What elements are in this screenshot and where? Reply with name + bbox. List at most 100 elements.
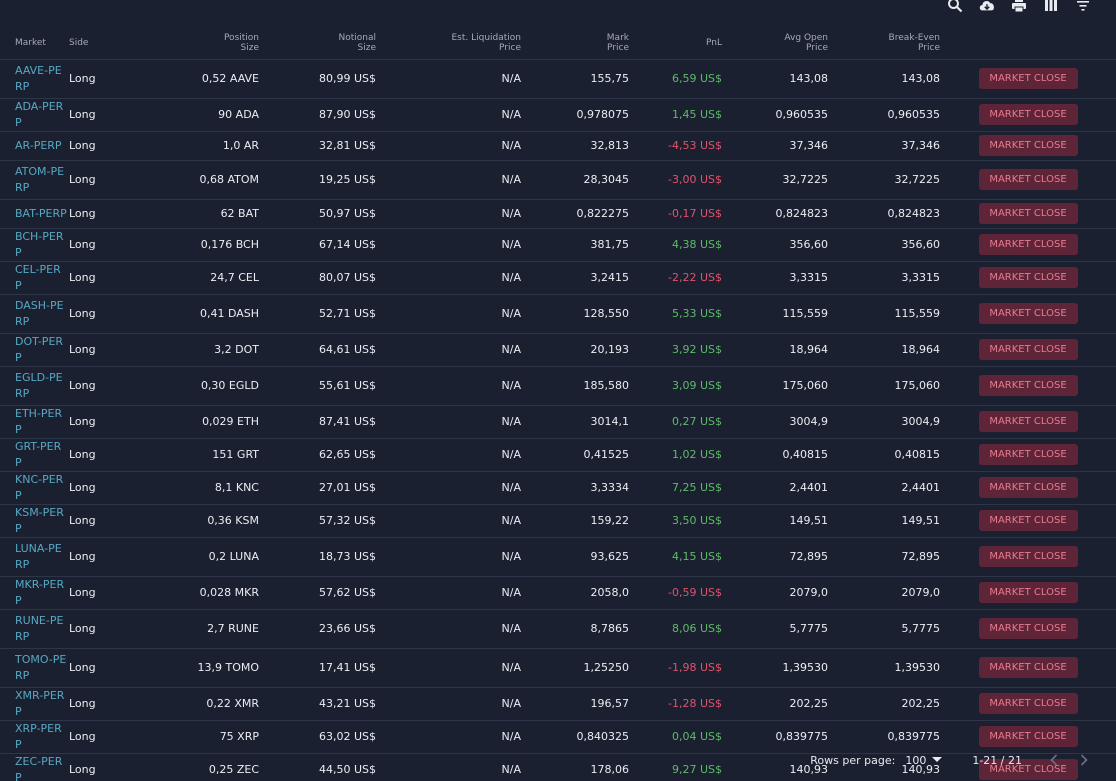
market-cell: KNC-PERP: [0, 471, 65, 505]
market-close-button[interactable]: MARKET CLOSE: [978, 411, 1078, 432]
table-row: BAT-PERP Long 62 BAT 50,97 US$ N/A 0,822275 -0…: [0, 199, 1116, 229]
break-even-price-cell: 37,346: [828, 131, 940, 161]
mark-price-cell: 93,625: [521, 537, 629, 577]
market-link[interactable]: BAT-PERP: [15, 206, 67, 220]
market-close-button[interactable]: MARKET CLOSE: [978, 618, 1078, 639]
chevron-left-icon: [1050, 754, 1058, 766]
market-link[interactable]: ZEC-PERP: [15, 754, 63, 781]
mark-price-cell: 3,3334: [521, 471, 629, 505]
market-link[interactable]: KNC-PERP: [15, 472, 64, 502]
action-cell: MARKET CLOSE: [940, 471, 1116, 505]
market-close-button[interactable]: MARKET CLOSE: [978, 267, 1078, 288]
market-close-button[interactable]: MARKET CLOSE: [978, 444, 1078, 465]
market-link[interactable]: AR-PERP: [15, 138, 62, 152]
mark-price-cell: 20,193: [521, 333, 629, 367]
break-even-price-cell: 149,51: [828, 504, 940, 538]
market-close-button[interactable]: MARKET CLOSE: [978, 203, 1078, 224]
market-close-button[interactable]: MARKET CLOSE: [978, 693, 1078, 714]
mark-price-cell: 2058,0: [521, 576, 629, 610]
notional-size-cell: 55,61 US$: [259, 366, 376, 406]
rows-per-page-select[interactable]: 100: [905, 754, 943, 767]
avg-open-price-cell: 1,39530: [722, 648, 828, 688]
print-icon[interactable]: [1010, 0, 1028, 13]
previous-page-button[interactable]: [1048, 753, 1060, 767]
market-link[interactable]: GRT-PERP: [15, 439, 62, 469]
side-cell: Long: [65, 405, 114, 439]
est-liquidation-price-cell: N/A: [376, 333, 521, 367]
market-close-button[interactable]: MARKET CLOSE: [978, 234, 1078, 255]
market-close-button[interactable]: MARKET CLOSE: [978, 68, 1078, 89]
market-close-button[interactable]: MARKET CLOSE: [978, 303, 1078, 324]
break-even-price-cell: 5,7775: [828, 609, 940, 649]
market-close-button[interactable]: MARKET CLOSE: [978, 582, 1078, 603]
market-link[interactable]: BCH-PERP: [15, 229, 64, 259]
action-cell: MARKET CLOSE: [940, 333, 1116, 367]
market-link[interactable]: DASH-PERP: [15, 298, 64, 328]
next-page-button[interactable]: [1078, 753, 1090, 767]
est-liquidation-price-cell: N/A: [376, 131, 521, 161]
header-side: Side: [65, 28, 114, 60]
est-liquidation-price-cell: N/A: [376, 405, 521, 439]
market-close-button[interactable]: MARKET CLOSE: [978, 104, 1078, 125]
pnl-cell: 8,06 US$: [629, 609, 722, 649]
avg-open-price-cell: 115,559: [722, 294, 828, 334]
notional-size-cell: 52,71 US$: [259, 294, 376, 334]
market-link[interactable]: ADA-PERP: [15, 99, 64, 129]
search-icon[interactable]: [946, 0, 964, 13]
notional-size-cell: 62,65 US$: [259, 438, 376, 472]
market-close-button[interactable]: MARKET CLOSE: [978, 375, 1078, 396]
notional-size-cell: 27,01 US$: [259, 471, 376, 505]
table-body: AAVE-PERP Long 0,52 AAVE 80,99 US$ N/A 155,75…: [0, 59, 1116, 781]
market-close-button[interactable]: MARKET CLOSE: [978, 510, 1078, 531]
mark-price-cell: 32,813: [521, 131, 629, 161]
table-row: XRP-PERP Long 75 XRP 63,02 US$ N/A 0,840325 0,…: [0, 720, 1116, 754]
market-link[interactable]: XMR-PERP: [15, 688, 65, 718]
filter-list-icon[interactable]: [1074, 0, 1092, 13]
market-close-button[interactable]: MARKET CLOSE: [978, 726, 1078, 747]
market-close-button[interactable]: MARKET CLOSE: [978, 657, 1078, 678]
market-link[interactable]: ATOM-PERP: [15, 164, 65, 194]
market-close-button[interactable]: MARKET CLOSE: [978, 169, 1078, 190]
avg-open-price-cell: 5,7775: [722, 609, 828, 649]
est-liquidation-price-cell: N/A: [376, 648, 521, 688]
side-cell: Long: [65, 160, 114, 200]
market-link[interactable]: CEL-PERP: [15, 262, 61, 292]
action-cell: MARKET CLOSE: [940, 59, 1116, 99]
pnl-cell: 3,92 US$: [629, 333, 722, 367]
notional-size-cell: 80,99 US$: [259, 59, 376, 99]
market-link[interactable]: RUNE-PERP: [15, 613, 64, 643]
table-row: ADA-PERP Long 90 ADA 87,90 US$ N/A 0,978075 1,…: [0, 98, 1116, 132]
market-link[interactable]: LUNA-PERP: [15, 541, 62, 571]
market-link[interactable]: ETH-PERP: [15, 406, 63, 436]
cloud-download-icon[interactable]: [978, 0, 996, 13]
market-link[interactable]: EGLD-PERP: [15, 370, 63, 400]
pnl-cell: 1,02 US$: [629, 438, 722, 472]
header-notional-size: Notional Size: [259, 28, 376, 60]
market-link[interactable]: AAVE-PERP: [15, 63, 62, 93]
est-liquidation-price-cell: N/A: [376, 504, 521, 538]
pnl-cell: -1,98 US$: [629, 648, 722, 688]
market-cell: ADA-PERP: [0, 98, 65, 132]
chevron-right-icon: [1080, 754, 1088, 766]
est-liquidation-price-cell: N/A: [376, 199, 521, 229]
market-close-button[interactable]: MARKET CLOSE: [978, 339, 1078, 360]
rows-per-page-label: Rows per page:: [810, 753, 896, 767]
action-cell: MARKET CLOSE: [940, 753, 1116, 781]
mark-price-cell: 28,3045: [521, 160, 629, 200]
view-columns-icon[interactable]: [1042, 0, 1060, 13]
market-close-button[interactable]: MARKET CLOSE: [978, 759, 1078, 780]
market-link[interactable]: TOMO-PERP: [15, 652, 67, 682]
market-link[interactable]: MKR-PERP: [15, 577, 65, 607]
table-row: AAVE-PERP Long 0,52 AAVE 80,99 US$ N/A 155,75…: [0, 59, 1116, 99]
pnl-cell: 3,50 US$: [629, 504, 722, 538]
market-link[interactable]: DOT-PERP: [15, 334, 64, 364]
market-link[interactable]: KSM-PERP: [15, 505, 64, 535]
table-row: MKR-PERP Long 0,028 MKR 57,62 US$ N/A 2058,0-…: [0, 576, 1116, 610]
market-link[interactable]: XRP-PERP: [15, 721, 62, 751]
market-close-button[interactable]: MARKET CLOSE: [978, 477, 1078, 498]
market-close-button[interactable]: MARKET CLOSE: [978, 135, 1078, 156]
market-close-button[interactable]: MARKET CLOSE: [978, 546, 1078, 567]
side-cell: Long: [65, 294, 114, 334]
action-cell: MARKET CLOSE: [940, 405, 1116, 439]
market-cell: DASH-PERP: [0, 294, 65, 334]
